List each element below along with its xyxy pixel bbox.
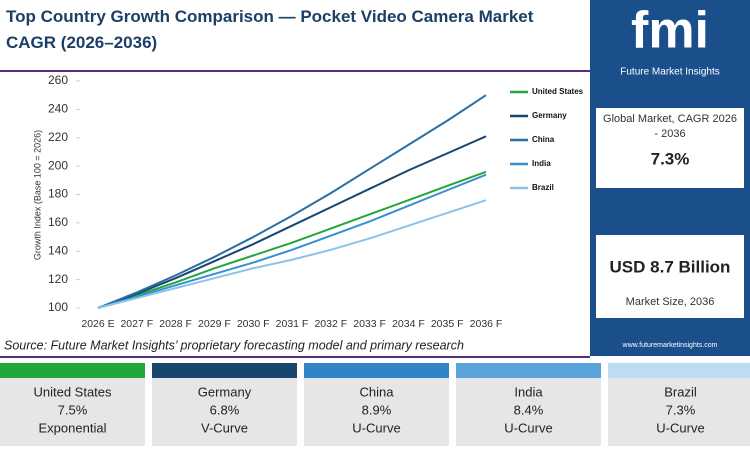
card-curve: V-Curve bbox=[201, 420, 248, 435]
plot: 100 120 140 160 180 200 220 240 260 2026 E 2027 F 2… bbox=[48, 73, 584, 330]
y-tick-label: 140 bbox=[48, 243, 68, 257]
legend-label: China bbox=[532, 135, 555, 144]
cagr-label-box: Global Market, CAGR 2026 - 2036 bbox=[603, 113, 737, 140]
card-curve: U-Curve bbox=[656, 420, 704, 435]
card-name: India bbox=[514, 384, 543, 399]
x-tick-label: 2034 F bbox=[392, 318, 425, 330]
source: Source: Future Market Insights’ propriet… bbox=[4, 338, 464, 352]
card-cagr: 7.3% bbox=[666, 402, 696, 417]
card-name: Brazil bbox=[664, 384, 697, 399]
series-line bbox=[97, 94, 487, 309]
card-band bbox=[456, 363, 601, 378]
y-axis-label: Growth Index (Base 100 = 2026) bbox=[32, 130, 42, 260]
x-tick-label: 2030 F bbox=[237, 318, 270, 330]
series-line bbox=[97, 170, 487, 309]
size-box bbox=[596, 235, 744, 318]
chart-title: Top Country Growth Comparison — Pocket V… bbox=[6, 7, 534, 52]
card-cagr: 8.9% bbox=[362, 402, 392, 417]
y-tick-label: 120 bbox=[48, 272, 68, 286]
card-band bbox=[0, 363, 145, 378]
card-curve: U-Curve bbox=[504, 420, 552, 435]
y-tick-label: 220 bbox=[48, 130, 68, 144]
card-band bbox=[304, 363, 449, 378]
y-tick-label: 100 bbox=[48, 300, 68, 314]
title-box: Top Country Growth Comparison — Pocket V… bbox=[6, 7, 534, 52]
card-cagr: 8.4% bbox=[514, 402, 544, 417]
cagr-box bbox=[596, 108, 744, 188]
card-cagr: 7.5% bbox=[58, 402, 88, 417]
cards: United States 7.5% Exponential Germany 6.8% V… bbox=[0, 363, 750, 446]
card-band bbox=[608, 363, 750, 378]
legend-label: United States bbox=[532, 87, 584, 96]
cagr-value: 7.3% bbox=[651, 149, 690, 168]
card-curve: U-Curve bbox=[352, 420, 400, 435]
series-line bbox=[97, 135, 487, 309]
y-tick-label: 200 bbox=[48, 158, 68, 172]
size-label: Market Size, 2036 bbox=[626, 296, 715, 308]
series-line bbox=[97, 173, 487, 309]
card-curve: Exponential bbox=[39, 420, 107, 435]
legend-label: Germany bbox=[532, 111, 567, 120]
x-tick-label: 2029 F bbox=[198, 318, 231, 330]
card-cagr: 6.8% bbox=[210, 402, 240, 417]
y-tick-label: 240 bbox=[48, 102, 68, 116]
cagr-label: Global Market, CAGR 2026 - 2036 bbox=[603, 113, 737, 140]
x-tick-label: 2031 F bbox=[276, 318, 309, 330]
size-value: USD 8.7 Billion bbox=[610, 257, 731, 276]
url: www.futuremarketinsights.com bbox=[622, 342, 718, 349]
y-tick-label: 260 bbox=[48, 73, 68, 87]
x-tick-label: 2036 F bbox=[470, 318, 503, 330]
x-tick-label: 2032 F bbox=[314, 318, 347, 330]
x-tick-label: 2027 F bbox=[120, 318, 153, 330]
x-tick-label: 2033 F bbox=[353, 318, 386, 330]
y-tick-label: 180 bbox=[48, 187, 68, 201]
logo: fmi bbox=[631, 2, 709, 60]
y-tick-label: 160 bbox=[48, 215, 68, 229]
x-tick-label: 2035 F bbox=[431, 318, 464, 330]
card-name: United States bbox=[33, 384, 112, 399]
card-name: Germany bbox=[198, 384, 252, 399]
brand: Future Market Insights bbox=[620, 67, 719, 78]
x-tick-label: 2028 F bbox=[159, 318, 192, 330]
x-tick-label: 2026 E bbox=[81, 318, 114, 330]
card-band bbox=[152, 363, 297, 378]
legend-label: India bbox=[532, 159, 551, 168]
series-line bbox=[97, 199, 487, 309]
card-name: China bbox=[360, 384, 395, 399]
legend-label: Brazil bbox=[532, 183, 554, 192]
